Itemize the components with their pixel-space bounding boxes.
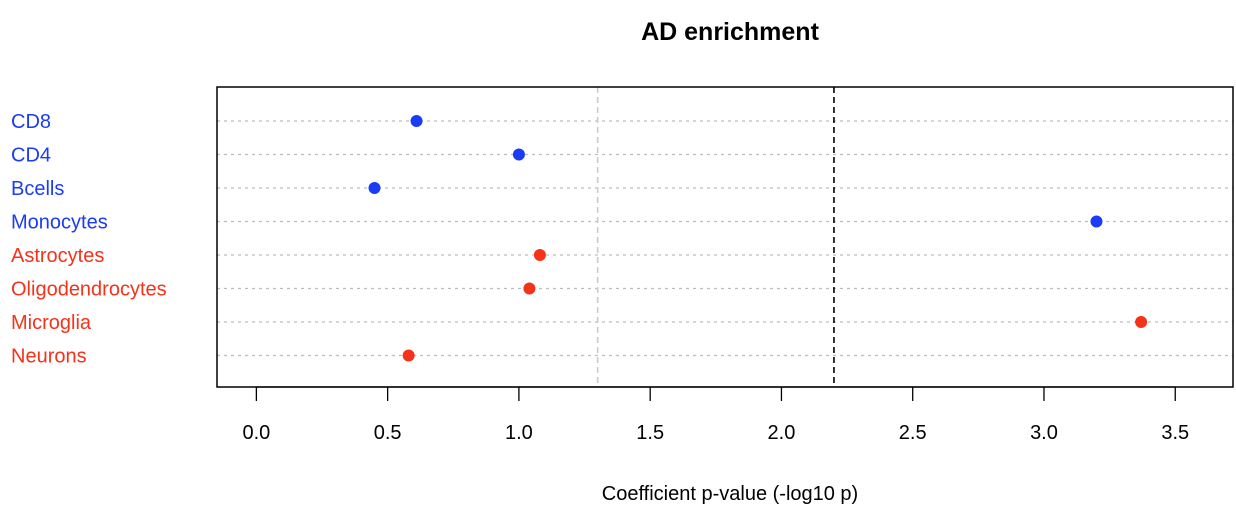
category-label-2: Bcells bbox=[11, 178, 64, 200]
tick-label-7: 3.5 bbox=[1161, 422, 1189, 444]
data-points bbox=[368, 115, 1148, 362]
category-label-3: Monocytes bbox=[11, 212, 108, 234]
category-label-7: Neurons bbox=[11, 346, 87, 368]
point-cd4 bbox=[512, 148, 525, 161]
point-neurons bbox=[402, 349, 415, 362]
tick-label-3: 1.5 bbox=[636, 422, 664, 444]
category-label-0: CD8 bbox=[11, 111, 51, 133]
point-bcells bbox=[368, 182, 381, 194]
tick-label-2: 1.0 bbox=[505, 422, 533, 444]
x-axis-label: Coefficient p-value (-log10 p) bbox=[602, 483, 858, 505]
category-label-1: CD4 bbox=[11, 145, 51, 167]
grid-lines bbox=[217, 120, 1233, 357]
point-microglia bbox=[1135, 316, 1148, 328]
point-cd8 bbox=[410, 115, 423, 127]
point-oligodendrocytes bbox=[523, 282, 536, 295]
x-axis-ticks: 0.0 0.5 1.0 1.5 2.0 2.5 3.0 3.5 bbox=[242, 386, 1189, 444]
tick-label-1: 0.5 bbox=[374, 422, 402, 444]
tick-label-6: 3.0 bbox=[1030, 422, 1058, 444]
reference-lines bbox=[596, 87, 835, 387]
point-monocytes bbox=[1090, 215, 1103, 228]
category-label-5: Oligodendrocytes bbox=[11, 279, 167, 301]
category-labels: CD8 CD4 Bcells Monocytes Astrocytes Oligodend… bbox=[11, 111, 167, 368]
category-label-6: Microglia bbox=[11, 312, 92, 334]
point-astrocytes bbox=[533, 249, 546, 261]
plot-frame bbox=[216, 86, 1234, 388]
tick-label-0: 0.0 bbox=[242, 422, 270, 444]
category-label-4: Astrocytes bbox=[11, 245, 104, 267]
chart-title: AD enrichment bbox=[641, 18, 819, 46]
tick-label-4: 2.0 bbox=[768, 422, 796, 444]
tick-label-5: 2.5 bbox=[899, 422, 927, 444]
